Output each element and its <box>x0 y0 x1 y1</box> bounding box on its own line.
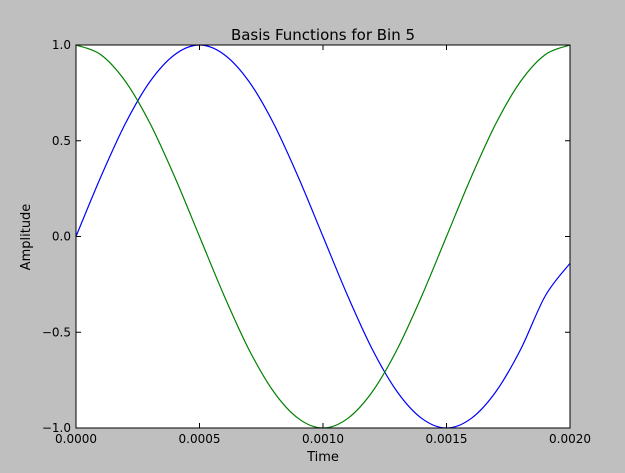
x-tick-label: 0.0000 <box>55 432 97 446</box>
x-axis-ticks: 0.0000 0.0005 0.0010 0.0015 0.0020 <box>55 45 591 446</box>
chart-title: Basis Functions for Bin 5 <box>231 26 415 44</box>
series-line-1 <box>75 44 571 429</box>
y-tick-label: 0.0 <box>52 230 71 244</box>
y-axis-label: Amplitude <box>19 204 34 271</box>
y-tick-label: 0.5 <box>52 134 71 148</box>
x-tick-label: 0.0010 <box>302 432 344 446</box>
x-tick-label: 0.0020 <box>549 432 591 446</box>
x-tick-label: 0.0005 <box>179 432 221 446</box>
x-axis-label: Time <box>306 450 339 465</box>
x-tick-label: 0.0015 <box>426 432 468 446</box>
y-tick-label: 1.0 <box>52 38 71 52</box>
y-axis-ticks: 1.0 0.5 0.0 −0.5 −1.0 <box>42 38 570 435</box>
y-tick-label: −0.5 <box>42 325 71 339</box>
y-tick-label: −1.0 <box>42 421 71 435</box>
